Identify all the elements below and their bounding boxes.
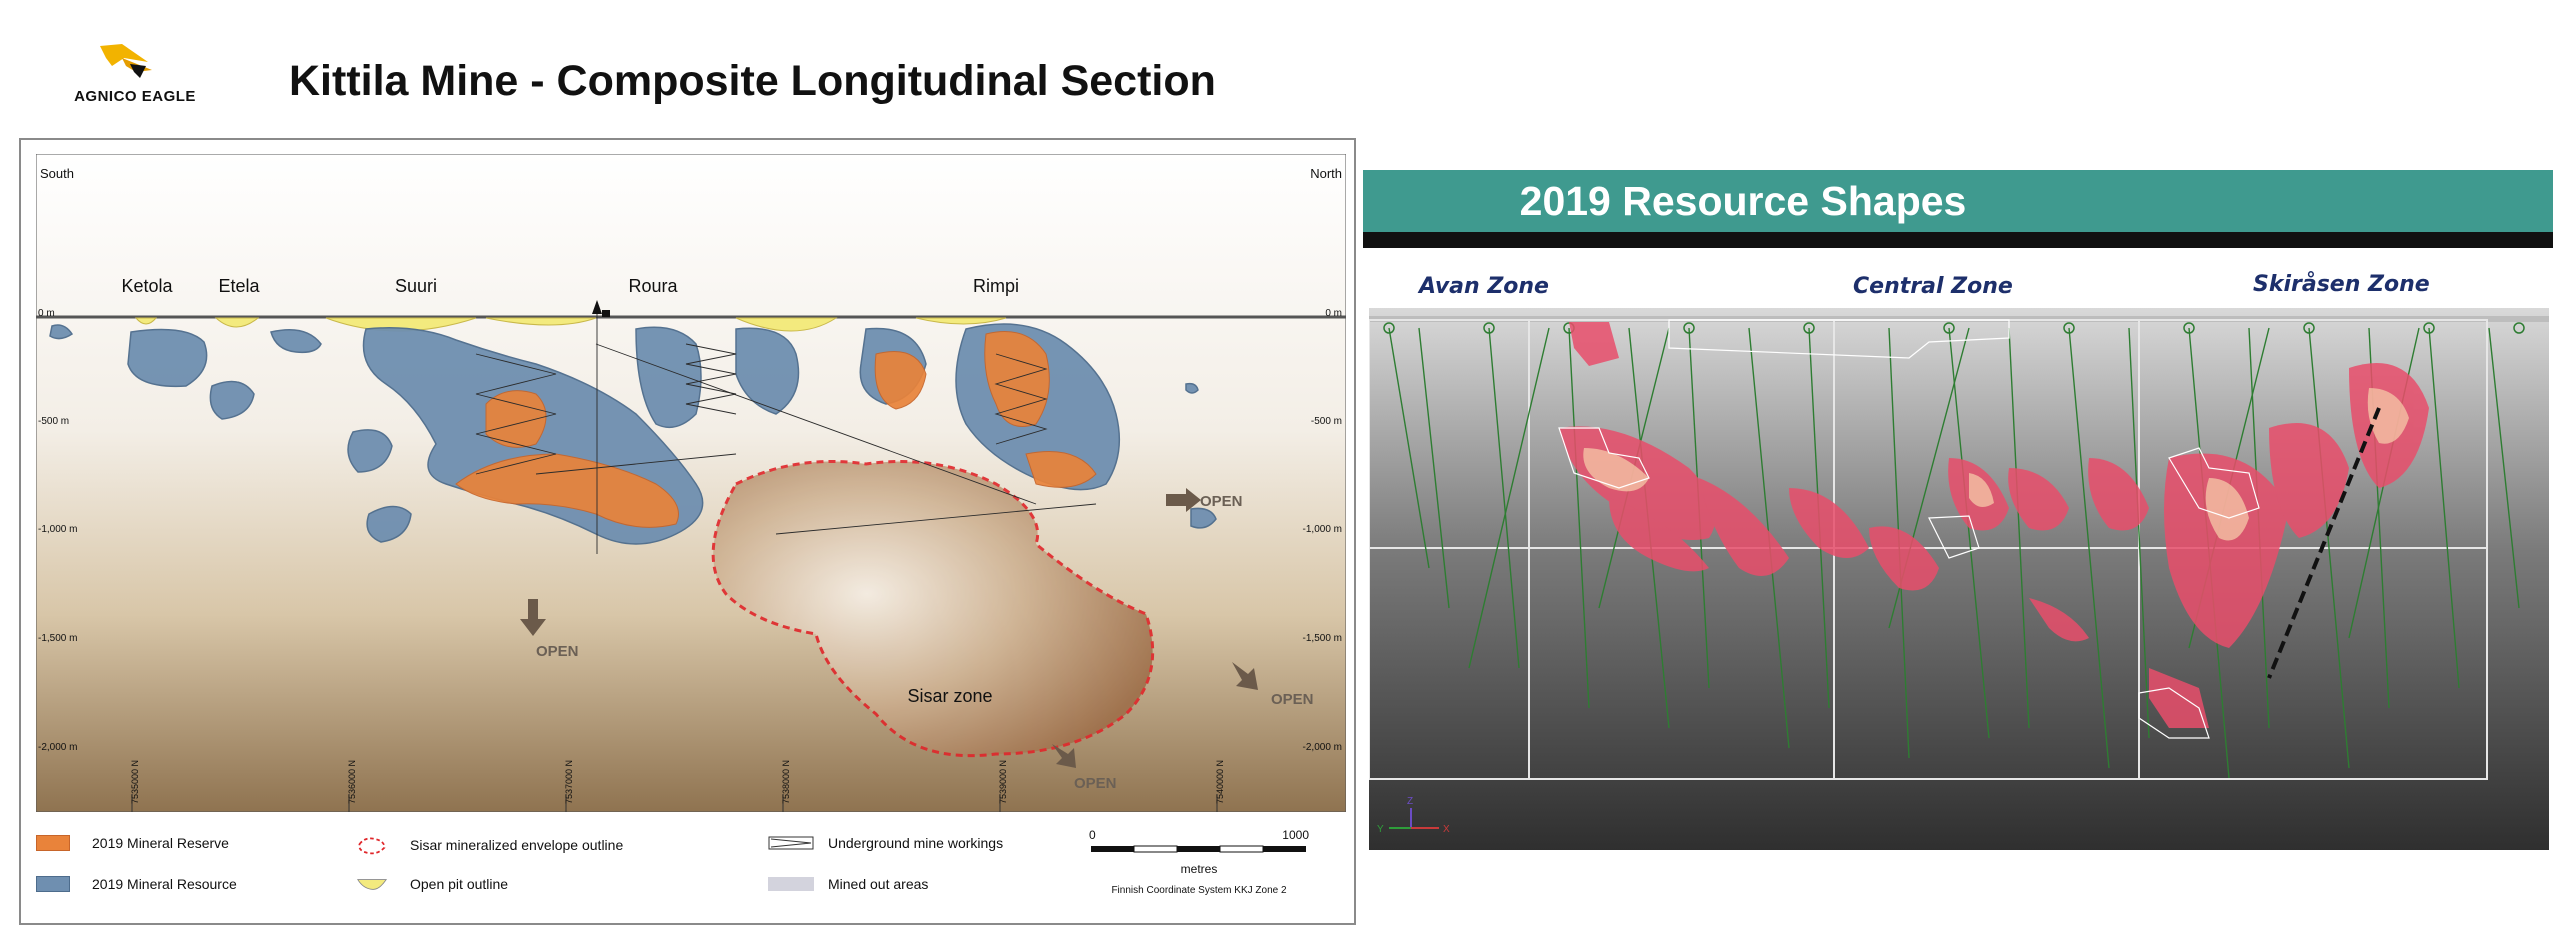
direction-south: South bbox=[40, 166, 74, 181]
open-label: OPEN bbox=[1074, 775, 1117, 792]
logo-text: AGNICO EAGLE bbox=[74, 88, 196, 105]
resource-block-outlines bbox=[1558, 319, 2260, 739]
axis-y-label: Y bbox=[1377, 824, 1384, 835]
area-label: Roura bbox=[628, 276, 678, 296]
northing-label: 7540000 N bbox=[1215, 760, 1225, 804]
direction-north: North bbox=[1310, 166, 1342, 181]
zone-label-central: Central Zone bbox=[1853, 274, 2013, 299]
legend-label: Underground mine workings bbox=[828, 835, 1004, 851]
pit-outline-swatch bbox=[356, 879, 388, 890]
northing-label: 7535000 N bbox=[130, 760, 140, 804]
axis-z-label: Z bbox=[1407, 796, 1413, 807]
legend-label: Open pit outline bbox=[410, 876, 509, 892]
ore-highlights bbox=[1583, 388, 2409, 541]
northing-label: 7536000 N bbox=[347, 760, 357, 804]
northing-label: 7537000 N bbox=[564, 760, 574, 804]
depth-label: -1,500 m bbox=[38, 633, 77, 644]
page-title: Kittila Mine - Composite Longitudinal Se… bbox=[289, 57, 1216, 105]
resource-shapes-panel: 2019 Resource Shapes Avan Zone Central Z… bbox=[1363, 170, 2553, 850]
scale-end: 1000 bbox=[1282, 828, 1309, 842]
sisar-outline-swatch bbox=[358, 837, 386, 855]
3d-model-view: Y X Z bbox=[1369, 308, 2549, 850]
underground-workings bbox=[475, 309, 1097, 554]
open-label: OPEN bbox=[536, 643, 579, 660]
depth-label: 0 m bbox=[38, 308, 55, 319]
banner-underline bbox=[1363, 232, 2553, 248]
axis-x-label: X bbox=[1443, 824, 1450, 835]
agnico-eagle-logo: AGNICO EAGLE bbox=[60, 40, 210, 110]
depth-labels-left: 0 m -500 m -1,000 m -1,500 m -2,000 m bbox=[38, 308, 77, 753]
legend-reserve: 2019 Mineral Reserve bbox=[36, 835, 229, 851]
section-diagram: South North Ketola Etela Suuri Roura Rim… bbox=[36, 154, 1346, 812]
legend-label: 2019 Mineral Resource bbox=[92, 876, 237, 892]
depth-label: -500 m bbox=[1311, 416, 1342, 427]
eagle-icon bbox=[100, 44, 152, 78]
northing-label: 7538000 N bbox=[781, 760, 791, 804]
drill-collars bbox=[1383, 322, 2525, 334]
depth-label: -500 m bbox=[38, 416, 69, 427]
legend-workings: Underground mine workings bbox=[768, 835, 1003, 851]
mined-swatch bbox=[768, 877, 814, 891]
zone-label-skirasen: Skiråsen Zone bbox=[2253, 272, 2430, 297]
scale-start: 0 bbox=[1089, 828, 1096, 842]
resource-shapes-title: 2019 Resource Shapes bbox=[1519, 178, 1967, 224]
area-label: Suuri bbox=[395, 276, 437, 296]
legend-pit: Open pit outline bbox=[356, 876, 508, 892]
legend-resource: 2019 Mineral Resource bbox=[36, 876, 237, 892]
depth-label: -2,000 m bbox=[1303, 742, 1342, 753]
mineral-reserve-shapes bbox=[455, 331, 1097, 528]
open-label: OPEN bbox=[1271, 691, 1314, 708]
area-label: Etela bbox=[218, 276, 260, 296]
resource-swatch bbox=[36, 876, 70, 892]
legend-label: 2019 Mineral Reserve bbox=[92, 835, 229, 851]
reserve-swatch bbox=[36, 835, 70, 851]
northing-label: 7539000 N bbox=[998, 760, 1008, 804]
sisar-envelope-outline bbox=[711, 460, 1155, 758]
legend-sisar: Sisar mineralized envelope outline bbox=[356, 834, 623, 856]
axis-gizmo-icon: Y X Z bbox=[1377, 796, 1450, 835]
open-pit-outlines bbox=[134, 317, 1007, 332]
legend-label: Sisar mineralized envelope outline bbox=[410, 837, 624, 853]
open-arrows bbox=[520, 488, 1258, 768]
legend-label: Mined out areas bbox=[828, 876, 929, 892]
sisar-zone-label: Sisar zone bbox=[907, 686, 992, 706]
depth-label: 0 m bbox=[1325, 308, 1342, 319]
northing-ticks bbox=[131, 794, 1218, 812]
headframe-icon bbox=[592, 300, 610, 317]
open-label: OPEN bbox=[1200, 493, 1243, 510]
depth-label: -1,500 m bbox=[1303, 633, 1342, 644]
longitudinal-section-panel: South North Ketola Etela Suuri Roura Rim… bbox=[19, 138, 1356, 925]
zone-label-avan: Avan Zone bbox=[1419, 274, 1549, 299]
depth-label: -1,000 m bbox=[1303, 524, 1342, 535]
depth-labels-right: 0 m -500 m -1,000 m -1,500 m -2,000 m bbox=[1303, 308, 1342, 753]
scale-bar: 0 1000 metres Finnish Coordinate System … bbox=[1089, 828, 1309, 908]
resource-shapes-banner: 2019 Resource Shapes bbox=[1363, 170, 2553, 232]
depth-label: -1,000 m bbox=[38, 524, 77, 535]
scale-unit: metres bbox=[1180, 862, 1218, 876]
area-label: Rimpi bbox=[973, 276, 1019, 296]
legend-mined: Mined out areas bbox=[768, 876, 928, 892]
drill-trace-highlight bbox=[2267, 407, 2381, 679]
workings-swatch bbox=[768, 836, 814, 850]
depth-label: -2,000 m bbox=[38, 742, 77, 753]
area-label: Ketola bbox=[121, 276, 173, 296]
coordinate-system: Finnish Coordinate System KKJ Zone 2 bbox=[1111, 885, 1287, 896]
scale-bar-graphic bbox=[1091, 845, 1306, 853]
